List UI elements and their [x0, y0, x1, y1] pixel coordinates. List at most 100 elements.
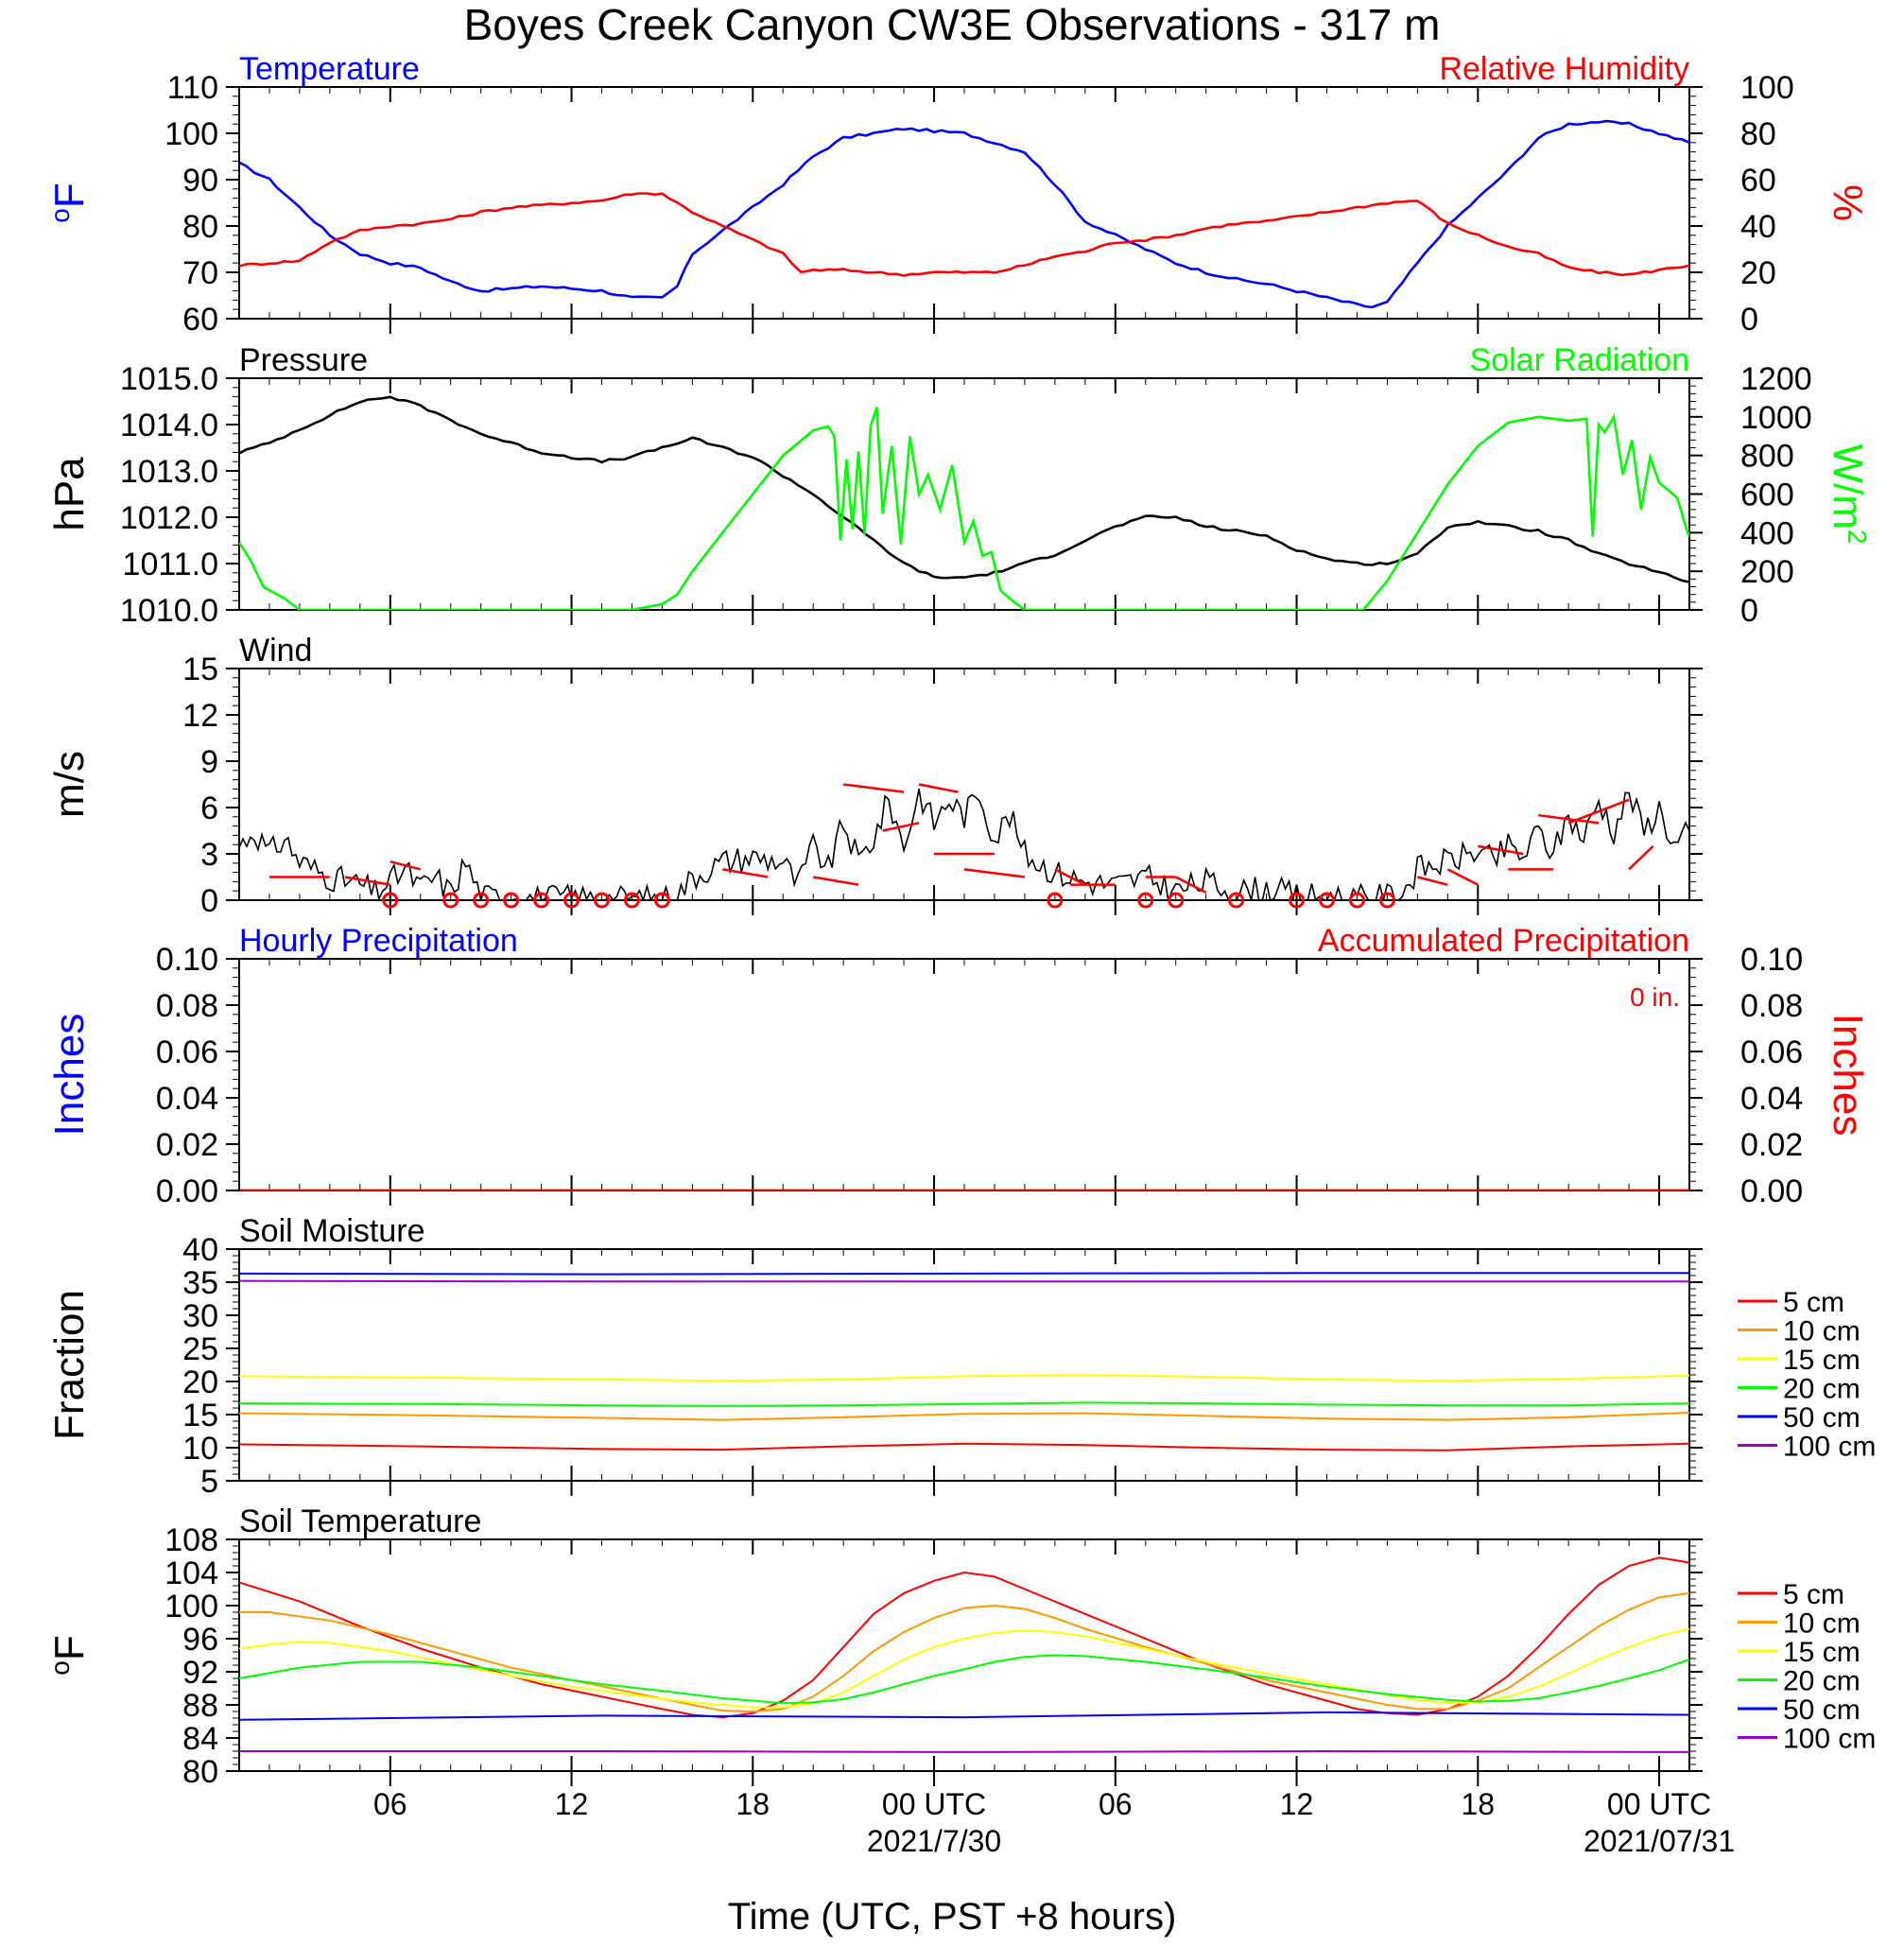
panel-title-right: Accumulated Precipitation — [1318, 923, 1689, 959]
wind-barb — [344, 876, 391, 886]
panel-title-left: Temperature — [239, 51, 420, 87]
y-tick-label: 90 — [182, 163, 218, 199]
wind-barb — [812, 876, 859, 886]
calm-wind-marker — [1378, 892, 1395, 909]
precip-total-annotation: 0 in. — [1630, 982, 1680, 1012]
y-right-tick-label: 1000 — [1740, 400, 1812, 436]
y-axis-label: oF — [45, 1635, 94, 1675]
y-tick-label: 35 — [182, 1265, 218, 1301]
wind-barb — [1628, 844, 1654, 871]
calm-wind-marker — [653, 892, 670, 909]
series-line-temperature — [239, 119, 1689, 309]
wind-barb — [1478, 844, 1524, 856]
wind-barb — [1054, 868, 1086, 886]
y-right-tick-label: 0 — [1740, 302, 1758, 338]
x-tick-label: 12 — [1280, 1787, 1314, 1821]
legend-label: 50 cm — [1783, 1694, 1861, 1726]
series-line-20-cm — [239, 1401, 1689, 1407]
y-axis-label: Fraction — [46, 1290, 93, 1440]
series-line-5-cm — [239, 1556, 1689, 1719]
y-tick-label: 25 — [182, 1331, 218, 1367]
y-right-tick-label: 40 — [1740, 209, 1776, 245]
x-tick-label: 18 — [1461, 1787, 1495, 1821]
y-right-tick-label: 0.10 — [1740, 942, 1803, 978]
y-tick-label: 0.08 — [156, 988, 218, 1024]
x-tick-label: 00 UTC — [1607, 1787, 1711, 1821]
y-tick-label: 1012.0 — [120, 500, 218, 536]
series-line-50-cm — [239, 1272, 1689, 1276]
wind-barb — [1538, 813, 1600, 825]
wind-barb — [963, 868, 1026, 878]
panel-title-left: Pressure — [239, 342, 368, 378]
y-tick-label: 0.04 — [156, 1081, 218, 1117]
y-tick-label: 100 — [164, 1589, 218, 1625]
panel-title-right: Relative Humidity — [1439, 51, 1689, 87]
y-tick-label: 20 — [182, 1364, 218, 1400]
wind-barb — [843, 783, 905, 793]
series-line-relative-humidity — [239, 192, 1689, 277]
series-line-5-cm — [239, 1442, 1689, 1451]
y-tick-label: 88 — [182, 1688, 218, 1724]
y-tick-label: 1014.0 — [120, 408, 218, 443]
legend-label: 5 cm — [1783, 1287, 1844, 1318]
wind-barb — [918, 783, 959, 793]
y-axis-label: hPa — [46, 457, 93, 531]
y-right-tick-label: 0.06 — [1740, 1034, 1803, 1070]
plot-frame — [238, 1538, 1690, 1772]
plot-frame — [238, 958, 1690, 1191]
y-tick-label: 40 — [182, 1232, 218, 1268]
series-line-100-cm — [239, 1749, 1689, 1753]
series-line-15-cm — [239, 1627, 1689, 1709]
y-tick-label: 0.00 — [156, 1173, 218, 1209]
legend-label: 20 cm — [1783, 1374, 1861, 1405]
y-tick-label: 0 — [200, 883, 218, 919]
panel-title-right: Solar Radiation — [1470, 342, 1689, 378]
y-tick-label: 70 — [182, 255, 218, 291]
legend-label: 100 cm — [1783, 1724, 1876, 1755]
y-tick-label: 6 — [200, 791, 218, 826]
panel-title-left: Soil Temperature — [239, 1503, 481, 1539]
y-tick-label: 1011.0 — [123, 547, 218, 582]
series-line-20-cm — [239, 1654, 1689, 1705]
legend-label: 15 cm — [1783, 1345, 1861, 1376]
series-line-wind — [239, 789, 1689, 900]
legend-label: 15 cm — [1783, 1637, 1861, 1668]
y-right-tick-label: 800 — [1740, 439, 1794, 475]
series-line-pressure — [239, 395, 1689, 583]
x-tick-label: 12 — [555, 1787, 589, 1821]
y-tick-label: 84 — [182, 1721, 218, 1757]
calm-wind-marker — [442, 892, 459, 909]
wind-barb — [882, 822, 920, 832]
calm-wind-marker — [1137, 892, 1154, 909]
calm-wind-marker — [1319, 892, 1335, 909]
y-tick-label: 100 — [164, 116, 218, 152]
calm-wind-marker — [563, 892, 580, 909]
series-line-solar-radiation — [239, 407, 1689, 610]
calm-wind-marker — [1168, 892, 1185, 909]
y-tick-label: 30 — [182, 1298, 218, 1334]
series-line-100-cm — [239, 1279, 1689, 1283]
y-tick-label: 108 — [164, 1522, 218, 1558]
wind-barb — [1417, 876, 1448, 886]
plot-frame — [238, 668, 1690, 901]
panel-temp_rh: 60 70 80 90 100 110 0 20 40 60 80 100 Temperature Rel… — [45, 51, 1872, 338]
y-tick-label: 96 — [182, 1622, 218, 1658]
legend-label: 10 cm — [1783, 1316, 1861, 1347]
x-tick-label: 00 UTC — [882, 1787, 986, 1821]
y-axis-label: m/s — [46, 751, 93, 818]
y-tick-label: 12 — [182, 698, 218, 734]
calm-wind-marker — [1348, 892, 1365, 909]
wind-barb — [1567, 798, 1630, 825]
series-line-10-cm — [239, 1411, 1689, 1421]
y-tick-label: 104 — [164, 1555, 218, 1591]
x-axis-title: Time (UTC, PST +8 hours) — [728, 1896, 1177, 1937]
y-right-tick-label: 0.02 — [1740, 1127, 1803, 1163]
y-tick-label: 0.02 — [156, 1127, 218, 1163]
panel-precip: 0.00 0.02 0.04 0.06 0.08 0.10 0.00 0.02 0.04 0.06… — [46, 923, 1871, 1209]
calm-wind-marker — [623, 892, 640, 909]
panel-wind: 0 3 6 9 12 15 Wind m/s — [46, 633, 1703, 919]
y-tick-label: 0.06 — [156, 1034, 218, 1070]
calm-wind-marker — [594, 892, 610, 909]
